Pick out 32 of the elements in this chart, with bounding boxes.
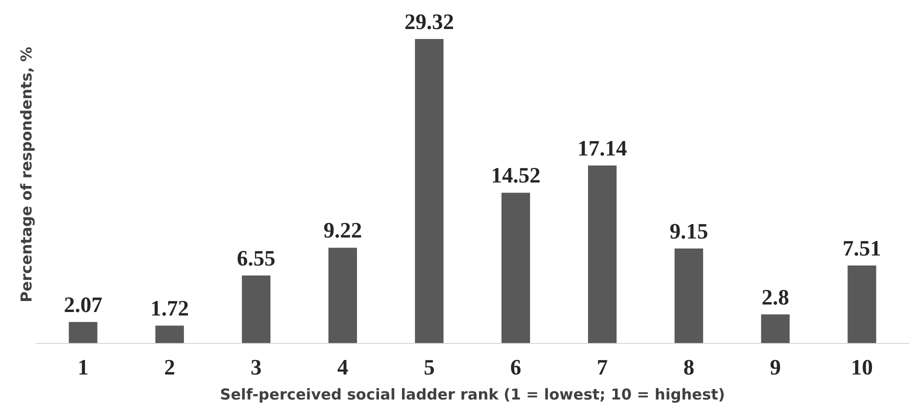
data-label: 2.8 xyxy=(762,284,790,310)
x-tick-label: 2 xyxy=(164,354,176,380)
data-label: 2.07 xyxy=(64,292,102,317)
data-label: 29.32 xyxy=(404,8,454,34)
bar xyxy=(501,192,530,344)
bar xyxy=(242,275,270,344)
bar xyxy=(155,326,184,344)
data-label: 9.22 xyxy=(323,218,362,243)
data-label: 14.52 xyxy=(491,162,541,188)
bar xyxy=(848,266,876,344)
x-axis-title: Self-perceived social ladder rank (1 = lowest; 10 = highest) xyxy=(220,386,726,404)
y-axis-title: Percentage of respondents, % xyxy=(18,46,36,302)
bar xyxy=(328,248,357,344)
data-label: 17.14 xyxy=(578,135,628,160)
x-tick-label: 7 xyxy=(596,354,608,380)
x-tick-label: 9 xyxy=(770,354,781,380)
x-tick-label: 10 xyxy=(850,354,873,380)
x-tick-label: 6 xyxy=(510,354,522,380)
bar xyxy=(761,314,790,344)
x-tick-label: 5 xyxy=(424,354,435,380)
x-tick-label: 4 xyxy=(337,354,348,380)
bar xyxy=(68,322,98,344)
bar xyxy=(414,38,444,344)
x-tick-label: 3 xyxy=(250,354,262,380)
data-label: 6.55 xyxy=(236,245,276,270)
bar xyxy=(588,165,617,344)
data-label: 1.72 xyxy=(150,296,189,321)
data-label: 7.51 xyxy=(842,236,882,261)
data-label: 9.15 xyxy=(670,218,708,244)
bar xyxy=(674,248,704,344)
x-tick-label: 8 xyxy=(683,354,694,380)
x-tick-label: 1 xyxy=(78,354,89,380)
